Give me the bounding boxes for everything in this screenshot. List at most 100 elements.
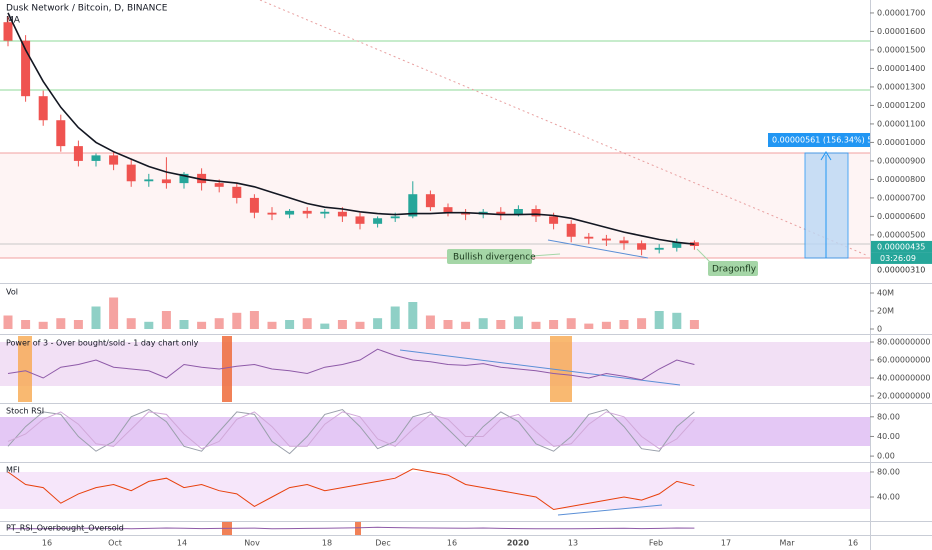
volume-bar [73,320,83,329]
measure-label: 0.00000561 (156.34%) 561 [772,136,883,145]
y-tick-label: 40.00 [877,432,900,441]
x-tick-label: Feb [649,539,663,548]
volume-bar [56,318,66,329]
signal-band [550,336,572,402]
y-tick-label: 40M [877,289,894,298]
candle-body [443,207,453,213]
volume-bar [566,318,576,329]
zone-band [0,417,870,446]
volume-bar [38,321,48,329]
candle-body [337,211,347,217]
pane-title: Power of 3 - Over bought/sold - 1 day ch… [6,339,199,348]
y-tick-label: 0.00001000 [877,138,925,147]
y-tick-label: 0.00001200 [877,101,925,110]
divergence-line [547,239,649,259]
pane-title: MFI [6,466,20,475]
volume-bar [179,320,189,329]
y-tick-label: 0.00000800 [877,175,925,184]
candle-body [197,173,207,184]
volume-bar [390,306,400,329]
volume-bar [637,318,647,329]
series-line [7,348,695,381]
x-tick-label: 16 [447,539,457,548]
x-tick-label: Dec [375,539,390,548]
volume-bar [672,312,682,329]
candle-body [425,194,435,208]
y-tick-label: 0.00 [877,452,895,461]
volume-bar [109,297,119,329]
annotation-pointer [696,248,711,263]
annotation: Dragonfly [712,265,757,275]
range-shade [0,153,870,258]
volume-bar [21,320,31,329]
y-tick-label: 0.00000700 [877,193,925,202]
pane-title: PT_RSI_Overbought_Oversold [6,524,124,533]
divergence-line [399,349,681,386]
volume-bar [355,321,365,329]
x-tick-label: 13 [568,539,578,548]
candle-body [531,209,541,217]
volume-bar [320,323,330,329]
series-line [7,526,695,530]
volume-bar [373,318,383,329]
annotation-bg [447,249,532,264]
x-tick-label: Oct [108,539,122,548]
y-tick-label: 0.00000500 [877,230,925,239]
volume-bar [496,320,506,329]
y-tick-label: 0.00001400 [877,64,925,73]
candle-body [126,164,136,182]
x-tick-label: Mar [779,539,795,548]
volume-bar [478,318,488,329]
volume-bar [443,320,453,329]
candle-body [408,194,418,217]
volume-bar [461,321,471,329]
y-tick-label: 80.00 [877,412,900,421]
candle-body [513,209,523,215]
y-tick-label: 20M [877,307,894,316]
annotation-pointer [531,253,561,257]
y-tick-label: 0.00001100 [877,119,925,128]
y-tick-label: 0 [877,325,882,334]
signal-band [222,336,232,402]
volume-bar [249,311,259,329]
price-label: 0.00000435 [877,242,925,251]
volume-bar [513,316,523,329]
volume-bar [531,321,541,329]
volume-bar [232,312,242,329]
y-tick-label: 40.00000000 [877,374,930,383]
x-tick-label: 17 [721,539,731,548]
candle-body [496,211,506,215]
volume-bar [197,321,207,329]
annotation: Bullish divergence [453,253,536,263]
volume-bar [91,306,101,329]
candle-body [566,223,576,237]
volume-bar [302,318,312,329]
y-tick-label: 0.00001600 [877,27,925,36]
candle-body [161,179,171,184]
candle-body [179,173,189,184]
series-line [7,411,695,450]
y-tick-label: 60.00000000 [877,356,930,365]
candle-body [3,22,13,41]
candle-body [144,179,154,182]
zone-band [0,472,870,509]
candle-body [285,210,295,215]
candle-body [91,155,101,161]
x-tick-label: 14 [177,539,187,548]
y-tick-label: 0.00001300 [877,82,925,91]
candle-body [654,247,664,250]
volume-bar [584,323,594,329]
candle-body [21,40,31,97]
volume-bar [601,321,611,329]
candle-body [390,216,400,219]
y-tick-label: 0.00001700 [877,8,925,17]
volume-bar [285,320,295,329]
x-tick-label: 16 [42,539,52,548]
volume-bar [126,318,136,329]
series-line [7,12,695,245]
candle-body [214,183,224,187]
volume-bar [161,311,171,329]
indicator-title: MA [6,16,21,26]
pane-title: Vol [6,288,18,297]
